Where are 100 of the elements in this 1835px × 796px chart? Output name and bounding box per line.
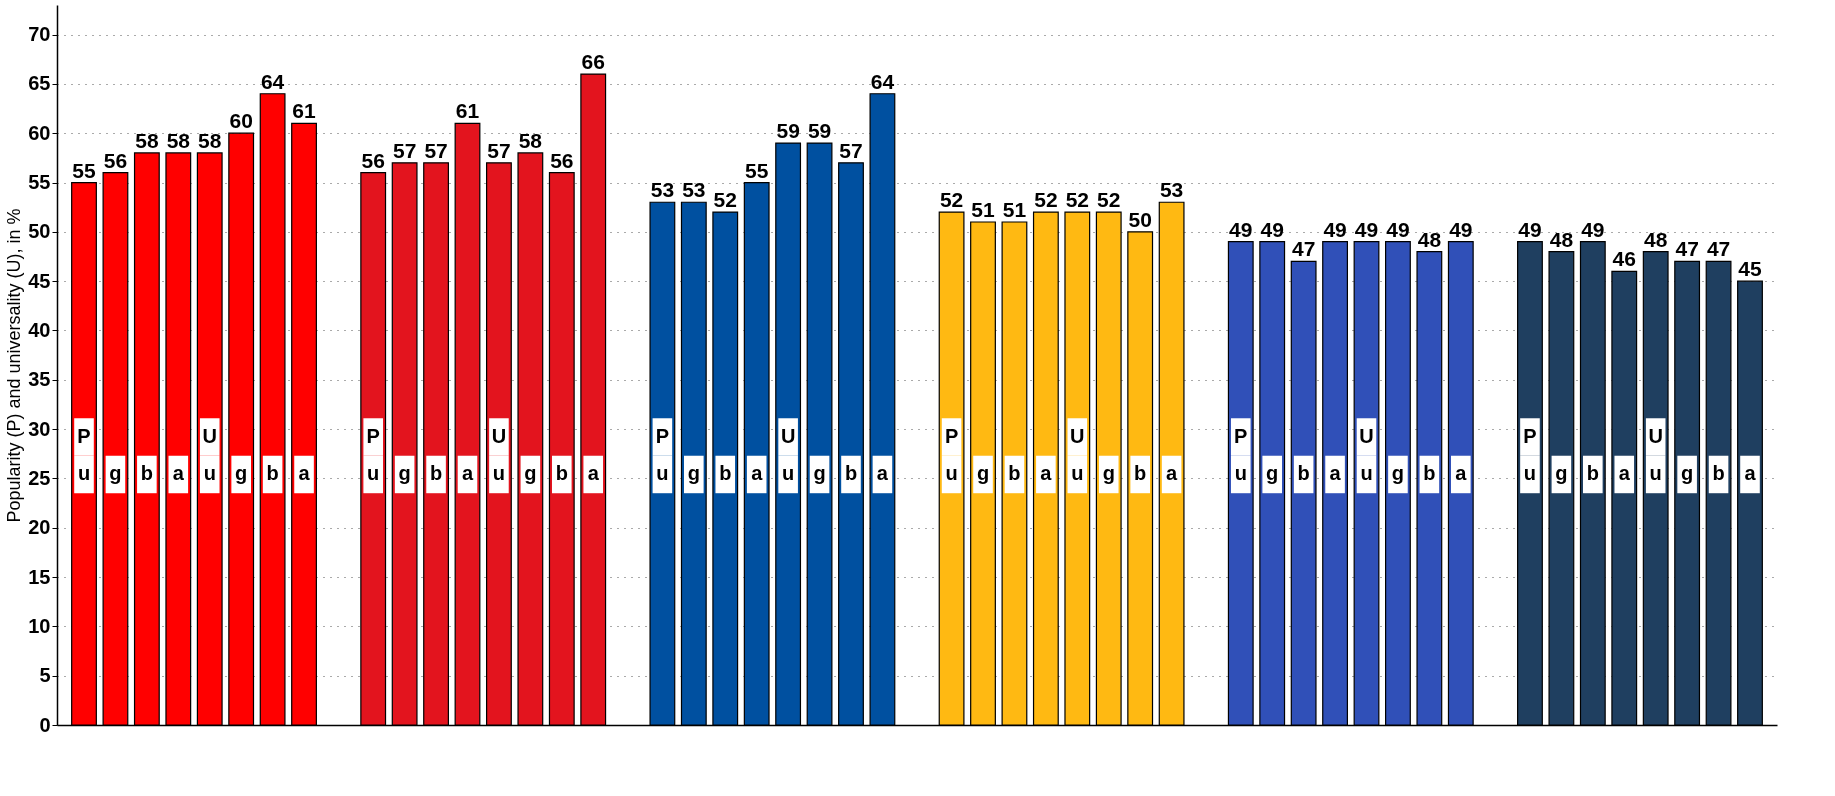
data-label: 64 [260, 69, 285, 93]
data-label: 59 [807, 119, 832, 143]
y-tick-label: 35 [28, 368, 51, 391]
data-label: 58 [135, 128, 159, 152]
x-tick-label: a [1166, 462, 1179, 485]
x-tick-label: g [1102, 462, 1115, 485]
data-label: 56 [361, 148, 385, 172]
x-tick-label: a [876, 462, 889, 485]
x-tick-label: g [1555, 462, 1568, 485]
x-tick-label: b [140, 462, 153, 485]
x-tick-label: b [1134, 462, 1147, 485]
data-label: 56 [103, 148, 128, 172]
data-label: 49 [1518, 217, 1542, 241]
y-tick-label: 40 [28, 318, 51, 341]
x-tick-label: P u [77, 425, 91, 485]
x-tick-label: g [235, 462, 248, 485]
data-label: 59 [776, 119, 800, 143]
y-tick-label: 55 [28, 171, 51, 194]
x-tick-label: b [1712, 462, 1725, 485]
y-tick-label: 0 [39, 713, 51, 736]
data-label: 45 [1738, 257, 1762, 281]
x-tick-label: b [1423, 462, 1436, 485]
x-tick-label: U u [1359, 425, 1374, 485]
x-tick-label: P u [1234, 425, 1248, 485]
x-tick-label: P u [944, 425, 959, 485]
data-label: 49 [1323, 217, 1347, 241]
data-label: 55 [745, 158, 769, 182]
x-tick-label: P u [1523, 425, 1537, 485]
x-tick-label: a [172, 462, 185, 485]
data-label: 58 [166, 128, 191, 152]
x-tick-label: U u [1070, 425, 1085, 485]
x-tick-label: b [1297, 462, 1310, 485]
y-tick-label: 70 [28, 23, 51, 46]
data-label: 64 [870, 69, 895, 93]
data-label: 53 [1159, 178, 1184, 202]
data-label: 51 [971, 197, 996, 221]
x-tick-label: g [1681, 462, 1694, 485]
data-label: 49 [1449, 217, 1473, 241]
x-tick-label: g [1391, 462, 1405, 485]
y-tick-label: 10 [28, 614, 51, 637]
y-tick-label: 30 [28, 417, 51, 440]
data-label: 53 [682, 178, 706, 202]
data-label: 46 [1612, 247, 1636, 271]
x-tick-label: P u [655, 425, 670, 485]
data-label: 58 [518, 128, 543, 152]
data-label: 61 [292, 99, 317, 123]
data-label: 57 [839, 138, 863, 162]
data-label: 52 [1097, 188, 1121, 212]
y-tick-label: 65 [28, 72, 51, 95]
x-tick-label: b [844, 462, 858, 485]
x-tick-label: U u [780, 425, 796, 485]
data-label: 49 [1354, 217, 1379, 241]
data-label: 60 [229, 109, 253, 133]
x-tick-label: b [719, 462, 732, 485]
data-label: 50 [1128, 207, 1152, 231]
x-tick-label: g [398, 462, 411, 485]
x-tick-label: a [1329, 462, 1342, 485]
data-label: 48 [1417, 227, 1442, 251]
x-tick-label: g [109, 462, 122, 485]
x-tick-label: b [429, 462, 443, 485]
data-label: 57 [424, 138, 448, 162]
y-tick-label: 20 [28, 516, 51, 539]
data-label: 49 [1229, 217, 1253, 241]
x-tick-label: g [1266, 462, 1279, 485]
data-label: 57 [392, 138, 417, 162]
x-tick-label: a [298, 462, 311, 485]
data-label: 49 [1386, 217, 1410, 241]
data-label: 52 [1034, 188, 1058, 212]
y-tick-label: 60 [28, 121, 51, 144]
x-tick-label: g [524, 462, 537, 485]
y-tick-label: 5 [39, 664, 51, 687]
y-tick-label: 25 [28, 466, 51, 489]
data-label: 48 [1644, 227, 1668, 251]
x-tick-label: b [1586, 462, 1599, 485]
data-label: 52 [713, 188, 737, 212]
x-tick-label: a [751, 462, 764, 485]
x-tick-label: a [1618, 462, 1631, 485]
x-tick-label: g [976, 462, 990, 485]
x-tick-label: g [813, 462, 826, 485]
data-label: 49 [1581, 217, 1605, 241]
data-label: 47 [1291, 237, 1316, 261]
x-tick-label: a [461, 462, 474, 485]
x-tick-label: a [587, 462, 600, 485]
data-label: 51 [1002, 197, 1027, 221]
x-tick-label: U u [491, 425, 507, 485]
data-label: 52 [939, 188, 964, 212]
y-tick-label: 45 [28, 269, 51, 292]
data-label: 61 [455, 99, 480, 123]
x-tick-label: P u [366, 425, 380, 485]
x-tick-label: U u [1648, 425, 1663, 485]
y-tick-label: 15 [28, 565, 51, 588]
x-tick-label: b [555, 462, 568, 485]
data-label: 48 [1549, 227, 1574, 251]
data-label: 66 [581, 50, 605, 74]
data-label: 53 [650, 178, 675, 202]
x-tick-label: U u [202, 425, 217, 485]
data-label: 47 [1675, 237, 1699, 261]
x-tick-label: a [1744, 462, 1757, 485]
x-tick-label: b [1008, 462, 1021, 485]
data-label: 58 [198, 128, 222, 152]
